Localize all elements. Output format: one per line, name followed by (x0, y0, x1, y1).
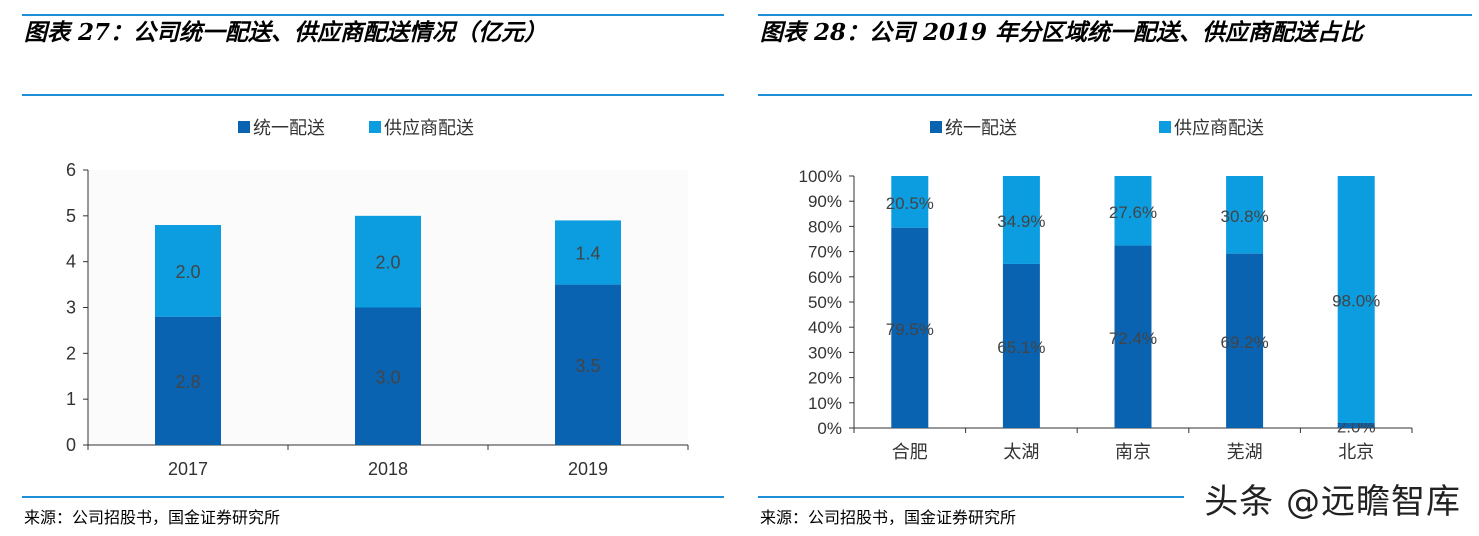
title-bottom-rule (758, 94, 1472, 96)
data-label: 1.4 (575, 244, 600, 264)
bar-chart: 0 1 2 3 4 5 6 2017 2.8 2.0 2018 3.0 2.0 2019 3.5 1.4 (66, 160, 689, 479)
legend-label: 统一配送 (253, 118, 325, 138)
data-label: 34.9% (997, 212, 1045, 231)
bar-segment (155, 316, 221, 445)
y-tick-label: 50% (808, 293, 842, 312)
legend: 统一配送 供应商配送 (930, 114, 1264, 140)
legend-swatch-dark (930, 121, 942, 133)
legend-swatch-dark (238, 121, 250, 133)
y-tick-label: 30% (808, 343, 842, 362)
bar-segment (355, 215, 421, 308)
legend-swatch-light (369, 121, 381, 133)
x-tick-label: 2018 (368, 459, 408, 479)
source-note: 来源：公司招股书，国金证券研究所 (24, 508, 281, 527)
data-label: 98.0% (1332, 291, 1380, 310)
watermark: 头条 @远瞻智库 (1204, 482, 1461, 522)
x-tick-label: 南京 (1115, 442, 1151, 462)
legend-label: 统一配送 (945, 118, 1017, 138)
bar-segment (1337, 422, 1375, 428)
left-chart-panel: 图表 27：公司统一配送、供应商配送情况（亿元） 统一配送 供应商配送 0 1 2 3… (0, 0, 738, 536)
y-tick-label: 0 (66, 435, 76, 455)
legend-label: 供应商配送 (1174, 118, 1264, 138)
bar-segment (155, 225, 221, 317)
y-tick-label: 70% (808, 243, 842, 262)
right-chart-panel: 图表 28：公司 2019 年分区域统一配送、供应商配送占比 统一配送 供应商配… (748, 0, 1479, 536)
y-tick-label: 5 (66, 206, 76, 226)
data-label: 69.2% (1220, 333, 1268, 352)
data-label: 72.4% (1109, 329, 1157, 348)
bar-segment (1114, 245, 1152, 428)
data-label: 2.0 (175, 262, 200, 282)
title-bottom-rule (22, 94, 724, 96)
data-label: 65.1% (997, 338, 1045, 357)
x-tick-label: 北京 (1338, 442, 1374, 462)
legend: 统一配送 供应商配送 (238, 114, 474, 140)
y-tick-label: 90% (808, 192, 842, 211)
title-top-rule (758, 14, 1472, 16)
y-tick-label: 10% (808, 394, 842, 413)
x-tick-label: 芜湖 (1227, 442, 1263, 462)
y-tick-label: 4 (66, 252, 76, 272)
source-note: 来源：公司招股书，国金证券研究所 (760, 508, 1017, 527)
data-label: 3.0 (375, 367, 400, 387)
source-rule (22, 496, 724, 498)
x-tick-label: 合肥 (892, 442, 928, 462)
bar-segment (891, 227, 929, 428)
chart-title: 图表 27：公司统一配送、供应商配送情况（亿元） (24, 19, 548, 46)
bar-segment (355, 307, 421, 445)
legend-label: 供应商配送 (384, 118, 474, 138)
y-tick-label: 100% (799, 167, 842, 186)
bar-segment (555, 220, 621, 285)
bar-segment (1226, 176, 1264, 254)
y-tick-label: 2 (66, 343, 76, 363)
data-label: 3.5 (575, 356, 600, 376)
y-tick-label: 40% (808, 318, 842, 337)
data-label: 30.8% (1220, 207, 1268, 226)
x-tick-label: 2019 (568, 459, 608, 479)
y-tick-label: 60% (808, 268, 842, 287)
percent-bar-chart: 0% 10% 20% 30% 40% 50% 60% 70% 80% 90% 100% 合肥 79.5%… (799, 167, 1413, 462)
y-tick-label: 80% (808, 217, 842, 236)
x-tick-label: 2017 (168, 459, 208, 479)
data-label: 20.5% (886, 194, 934, 213)
source-rule (758, 496, 1184, 498)
y-tick-label: 20% (808, 369, 842, 388)
bar-segment (1337, 176, 1375, 423)
bar-segment (891, 176, 929, 228)
data-label: 2.0 (375, 253, 400, 273)
data-label: 2.8 (175, 372, 200, 392)
x-tick-label: 太湖 (1003, 442, 1039, 462)
bar-segment (1002, 176, 1040, 264)
y-tick-label: 0% (817, 419, 842, 438)
bar-segment (1226, 253, 1264, 428)
bar-segment (555, 284, 621, 445)
y-tick-label: 6 (66, 160, 76, 180)
data-label: 79.5% (886, 320, 934, 339)
bar-segment (1114, 176, 1152, 246)
legend-swatch-light (1159, 121, 1171, 133)
y-tick-label: 1 (66, 389, 76, 409)
bar-segment (1002, 263, 1040, 428)
y-tick-label: 3 (66, 298, 76, 318)
chart-title: 图表 28：公司 2019 年分区域统一配送、供应商配送占比 (760, 19, 1364, 46)
data-label: 27.6% (1109, 203, 1157, 222)
title-top-rule (22, 14, 724, 16)
